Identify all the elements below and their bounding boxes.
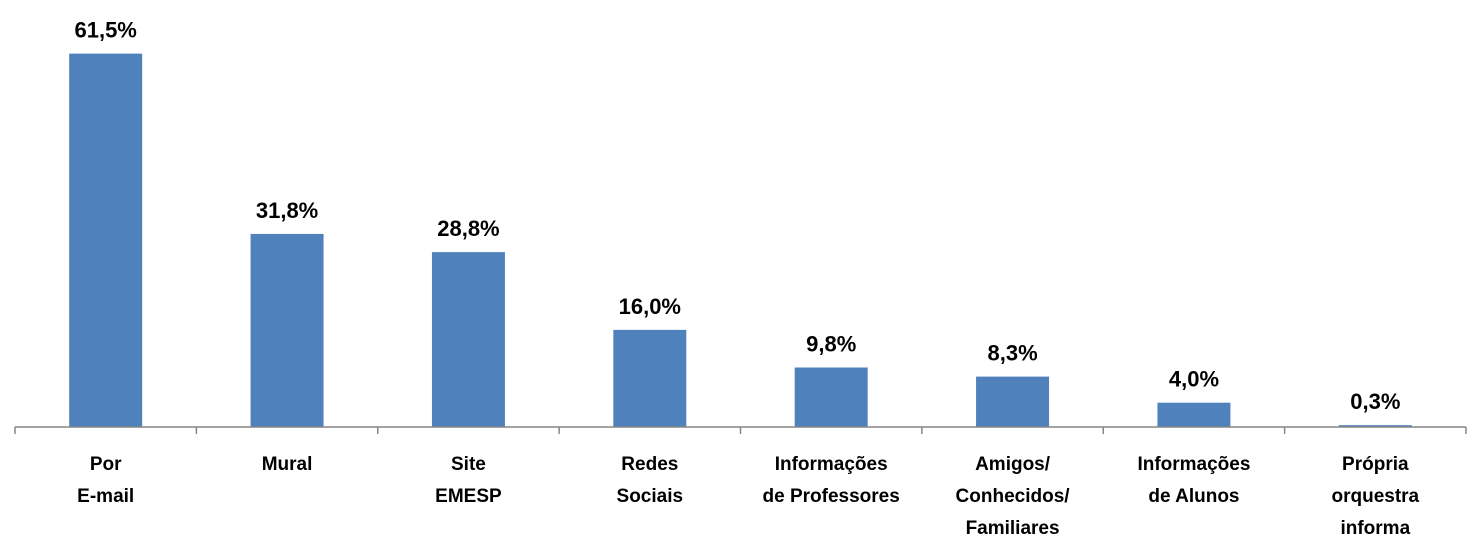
x-tick-label: Própria orquestra informa [1331,454,1419,539]
x-tick-label: Redes Sociais [617,454,684,507]
value-label: 0,3% [1350,389,1400,414]
value-label: 9,8% [806,332,856,357]
value-label: 61,5% [74,18,136,43]
x-tick-label: Por E-mail [77,454,134,507]
bar [976,376,1050,427]
x-tick-label: Amigos/Conhecidos/Familiares [956,454,1071,539]
x-tick-label-line: Por [90,454,122,475]
bar [613,329,687,427]
bar [1338,425,1412,427]
value-label: 28,8% [437,216,499,241]
x-tick-label-line: E-mail [77,486,134,507]
value-label: 8,3% [987,341,1037,366]
bar [431,252,505,427]
x-tick-label: Informações de Professores [763,454,900,507]
bar [1157,402,1231,427]
value-label: 31,8% [256,198,318,223]
x-tick-label-line: EMESP [435,486,502,507]
x-tick-label-line: de Professores [763,486,900,507]
value-label: 16,0% [619,294,681,319]
x-tick-label-line: Informações [1137,454,1250,475]
x-tick-label-line: de Alunos [1148,486,1239,507]
x-tick-label: Site EMESP [435,454,502,507]
x-tick-label-line: orquestra [1331,486,1419,507]
bar [69,53,143,427]
x-tick-label-line: informa [1340,518,1410,539]
x-tick-label-line: Conhecidos/ [956,486,1071,507]
x-tick-label-line: Sociais [617,486,684,507]
x-tick-label-line: Familiares [966,518,1060,539]
x-tick-label: Informações de Alunos [1137,454,1250,507]
bar [250,233,324,427]
x-tick-label-line: Site [451,454,486,475]
x-tick-label-line: Mural [262,454,313,475]
x-tick-label-line: Amigos/ [975,454,1051,475]
bar [794,367,868,427]
x-tick-label-line: Redes [621,454,678,475]
x-tick-label: Mural [262,454,313,475]
value-label: 4,0% [1169,367,1219,392]
x-tick-label-line: Própria [1342,454,1409,475]
x-tick-label-line: Informações [775,454,888,475]
